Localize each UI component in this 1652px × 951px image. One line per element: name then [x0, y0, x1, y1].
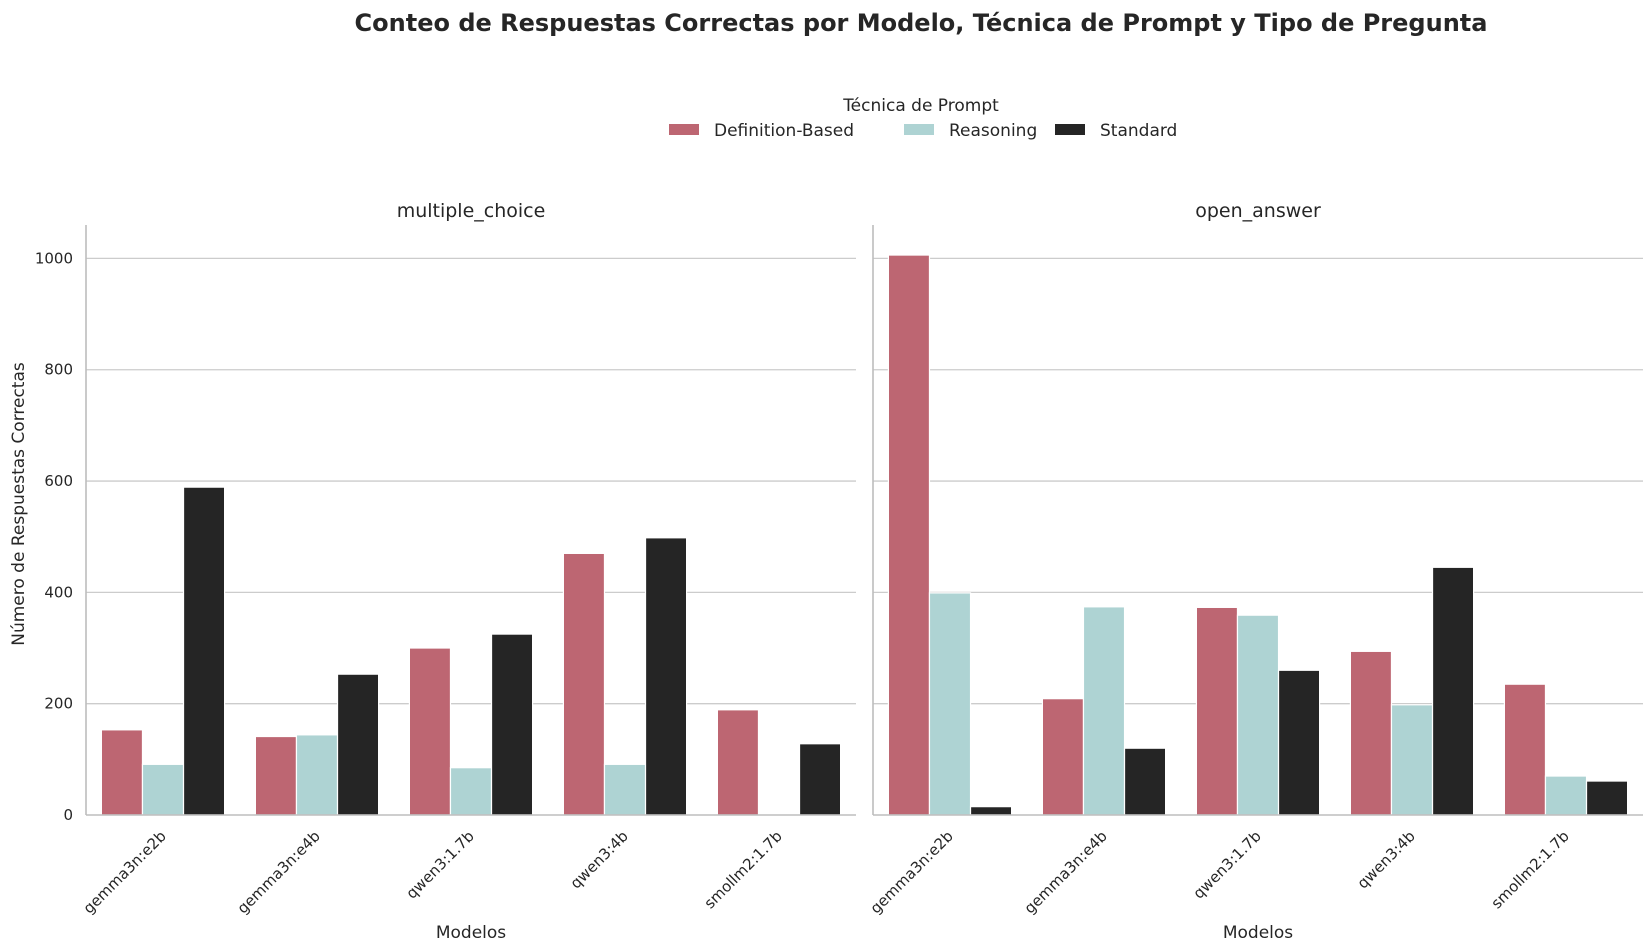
x-tick-label: qwen3:1.7b — [1190, 827, 1265, 902]
bar-Definition-Based-smollm2:1.7b — [716, 709, 760, 816]
legend-swatch — [1055, 124, 1085, 135]
x-tick-label: qwen3:4b — [567, 827, 632, 892]
bar-Definition-Based-gemma3n:e4b — [254, 735, 298, 816]
y-tick-label: 400 — [44, 583, 73, 601]
bar-Reasoning-gemma3n:e2b — [928, 592, 972, 816]
y-tick-label: 200 — [44, 695, 73, 713]
chart-title: Conteo de Respuestas Correctas por Model… — [355, 9, 1488, 37]
legend-item-2: Standard — [1055, 121, 1177, 141]
bar-Standard-smollm2:1.7b — [798, 743, 842, 816]
bar-Standard-gemma3n:e4b — [1123, 747, 1167, 816]
bar-Standard-gemma3n:e4b — [336, 673, 380, 816]
bar-Definition-Based-smollm2:1.7b — [1503, 683, 1547, 816]
legend-label: Standard — [1100, 121, 1177, 141]
legend-item-0: Definition-Based — [669, 121, 854, 141]
x-tick-label: smollm2:1.7b — [701, 827, 786, 912]
bar-Standard-qwen3:4b — [1431, 566, 1475, 816]
bar-Reasoning-qwen3:1.7b — [449, 767, 493, 816]
y-tick-label: 1000 — [35, 249, 73, 267]
bar-Reasoning-qwen3:1.7b — [1236, 614, 1280, 816]
bar-Definition-Based-qwen3:4b — [1349, 650, 1393, 816]
legend-swatch — [904, 124, 934, 135]
panels: 0 200 400 600 800 1000 gemma3n:e2b gemma3n:e4b q… — [35, 200, 1643, 943]
bar-Definition-Based-qwen3:4b — [562, 552, 606, 816]
bar-Definition-Based-gemma3n:e4b — [1041, 698, 1085, 816]
bar-Definition-Based-gemma3n:e2b — [887, 254, 931, 816]
y-tick-label: 0 — [63, 806, 73, 824]
bar-Definition-Based-qwen3:1.7b — [1195, 606, 1239, 816]
panel-multiple_choice: 0 200 400 600 800 1000 gemma3n:e2b gemma3n:e4b q… — [35, 200, 856, 943]
x-tick-label: gemma3n:e2b — [80, 827, 170, 917]
bar-Reasoning-smollm2:1.7b — [1544, 775, 1588, 816]
panel-open_answer: gemma3n:e2b gemma3n:e4b qwen3:1.7b qwen3:4b… — [867, 200, 1643, 943]
legend-label: Reasoning — [949, 121, 1037, 141]
bar-Standard-qwen3:1.7b — [490, 633, 534, 816]
x-tick-label: gemma3n:e4b — [234, 827, 324, 917]
y-tick-label: 600 — [44, 472, 73, 490]
bar-Definition-Based-qwen3:1.7b — [408, 647, 452, 816]
legend: Técnica de Prompt Definition-Based Reason… — [669, 96, 1177, 141]
y-tick-label: 800 — [44, 361, 73, 379]
panel-title: open_answer — [1195, 200, 1321, 222]
bar-Standard-gemma3n:e2b — [182, 486, 226, 816]
bar-Definition-Based-gemma3n:e2b — [100, 729, 144, 816]
x-axis-label: Modelos — [436, 923, 506, 943]
y-axis-label: Número de Respuestas Correctas — [9, 362, 29, 646]
x-tick-label: gemma3n:e2b — [867, 827, 957, 917]
x-tick-label: smollm2:1.7b — [1488, 827, 1573, 912]
x-axis-label: Modelos — [1223, 923, 1293, 943]
x-tick-label: qwen3:4b — [1354, 827, 1419, 892]
panel-title: multiple_choice — [397, 200, 546, 222]
bar-Standard-qwen3:1.7b — [1277, 669, 1321, 816]
bar-Standard-gemma3n:e2b — [969, 806, 1013, 816]
x-tick-label: gemma3n:e4b — [1021, 827, 1111, 917]
bar-Reasoning-gemma3n:e4b — [295, 734, 339, 816]
legend-item-1: Reasoning — [904, 121, 1037, 141]
bar-Standard-qwen3:4b — [644, 537, 688, 816]
bar-Reasoning-gemma3n:e2b — [141, 763, 185, 816]
legend-swatch — [669, 124, 699, 135]
x-tick-label: qwen3:1.7b — [403, 827, 478, 902]
legend-label: Definition-Based — [714, 121, 854, 141]
bar-Reasoning-gemma3n:e4b — [1082, 606, 1126, 816]
bar-Reasoning-qwen3:4b — [603, 763, 647, 816]
bar-Standard-smollm2:1.7b — [1585, 780, 1629, 816]
legend-title: Técnica de Prompt — [842, 96, 999, 116]
bar-Reasoning-qwen3:4b — [1390, 704, 1434, 816]
